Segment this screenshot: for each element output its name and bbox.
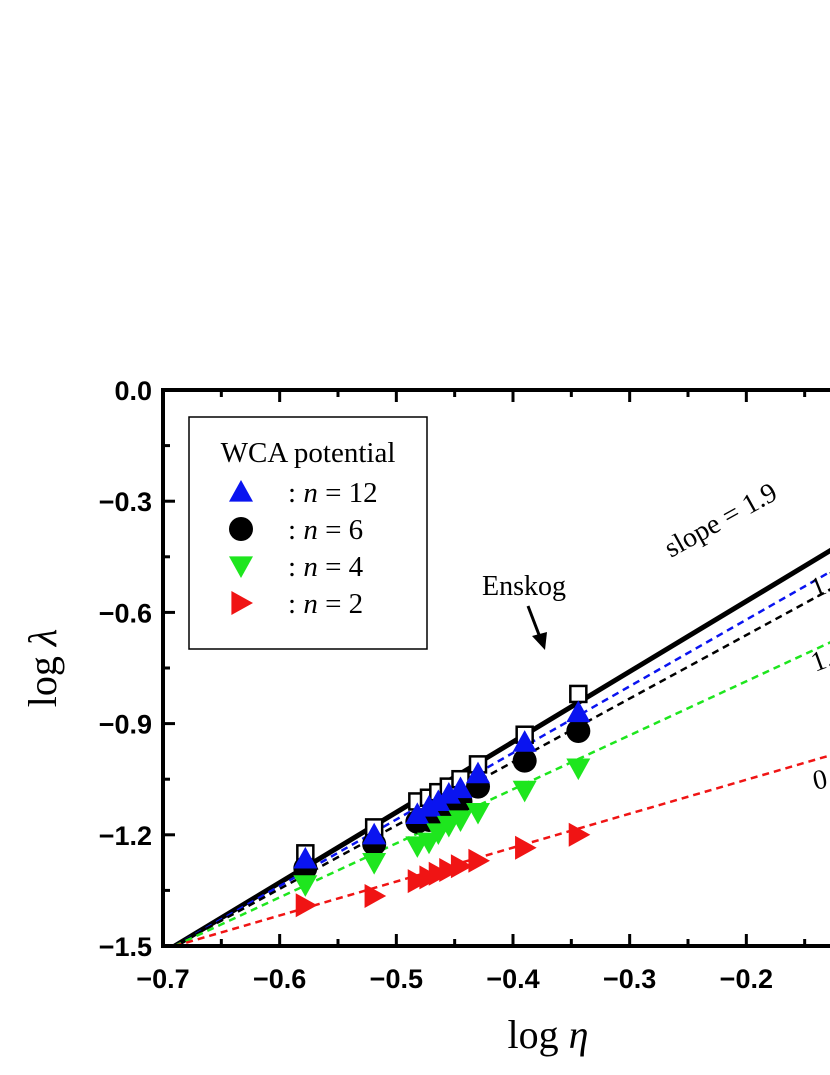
data-point-0-9 [566,700,591,723]
data-point-3-7 [468,848,490,873]
x-tick-label: −0.7 [136,964,189,994]
x-tick-label: −0.2 [720,964,773,994]
legend-marker-1 [229,517,253,541]
data-point-0-5 [436,782,461,804]
y-tick-label: 0.0 [114,376,152,406]
data-point-2-8 [512,780,537,803]
y-tick-label: −1.5 [99,932,152,962]
axis-ticks [161,388,807,948]
data-point-0-4 [426,789,451,812]
legend-marker-0 [229,480,253,502]
data-point-3-5 [439,858,461,883]
x-tick-label: −0.6 [253,964,306,994]
y-axis-label: log λ [20,629,65,707]
data-point-2-7 [466,802,490,825]
x-tick-label: −0.5 [370,964,423,994]
legend-entries: : n = 12 : n = 6 : n = 4 : n = 2 [229,477,378,620]
fit-label-3: 1.5 [807,637,830,678]
data-point-1-9 [566,719,591,744]
data-point-0-2 [405,802,430,825]
legend-title: WCA potential [221,437,396,469]
x-axis-label: log η [508,1012,589,1057]
legend-label-3: : n = 2 [288,588,363,620]
fit-label-2: 1.7 [806,563,830,605]
x-tick-label: −0.4 [486,964,539,994]
enskog-annotation: Enskog [482,571,566,602]
legend-label-0: : n = 12 [288,477,378,509]
tick-labels: −0.7−0.6−0.5−0.4−0.3−0.2−0.10.0−0.3−0.6−… [99,376,773,994]
data-point-0-7 [466,761,490,784]
enskog-arrow [526,605,547,650]
fit-label-4: 0.9 [810,759,830,797]
data-point-0-8 [512,730,537,752]
legend-marker-3 [231,591,253,615]
y-tick-label: −1.2 [99,821,152,851]
y-tick-label: −0.3 [99,487,152,517]
data-point-0-6 [448,776,473,799]
legend: WCA potential : n = 12: n = 6: n = 4: n … [188,416,428,650]
data-point-2-9 [566,758,591,781]
data-point-2-6 [448,810,473,832]
fit-line-4 [174,754,830,946]
data-point-3-1 [364,883,387,908]
data-point-0-1 [362,822,387,845]
legend-box [188,416,428,650]
fit-label-0: slope = 1.9 [659,477,782,564]
data-point-3-2 [407,869,430,894]
legend-label-1: : n = 6 [288,514,363,546]
data-point-2-1 [362,853,387,875]
data-point-1-8 [512,748,537,773]
fit-line-3 [174,641,830,946]
data-point-3-0 [295,893,318,918]
data-point-3-6 [450,854,473,879]
y-tick-label: −0.6 [99,598,152,628]
data-point-3-9 [568,822,591,847]
data-point-0-0 [293,846,318,869]
data-markers [293,684,591,918]
legend-marker-2 [229,556,253,578]
fit-line-2 [174,588,830,946]
data-point-2-0 [293,875,318,897]
y-tick-label: −0.9 [99,710,152,740]
data-point-0-3 [417,795,441,817]
legend-label-2: : n = 4 [288,551,364,583]
x-tick-label: −0.3 [603,964,656,994]
data-point-4-9 [569,684,588,704]
data-point-3-8 [515,835,537,860]
